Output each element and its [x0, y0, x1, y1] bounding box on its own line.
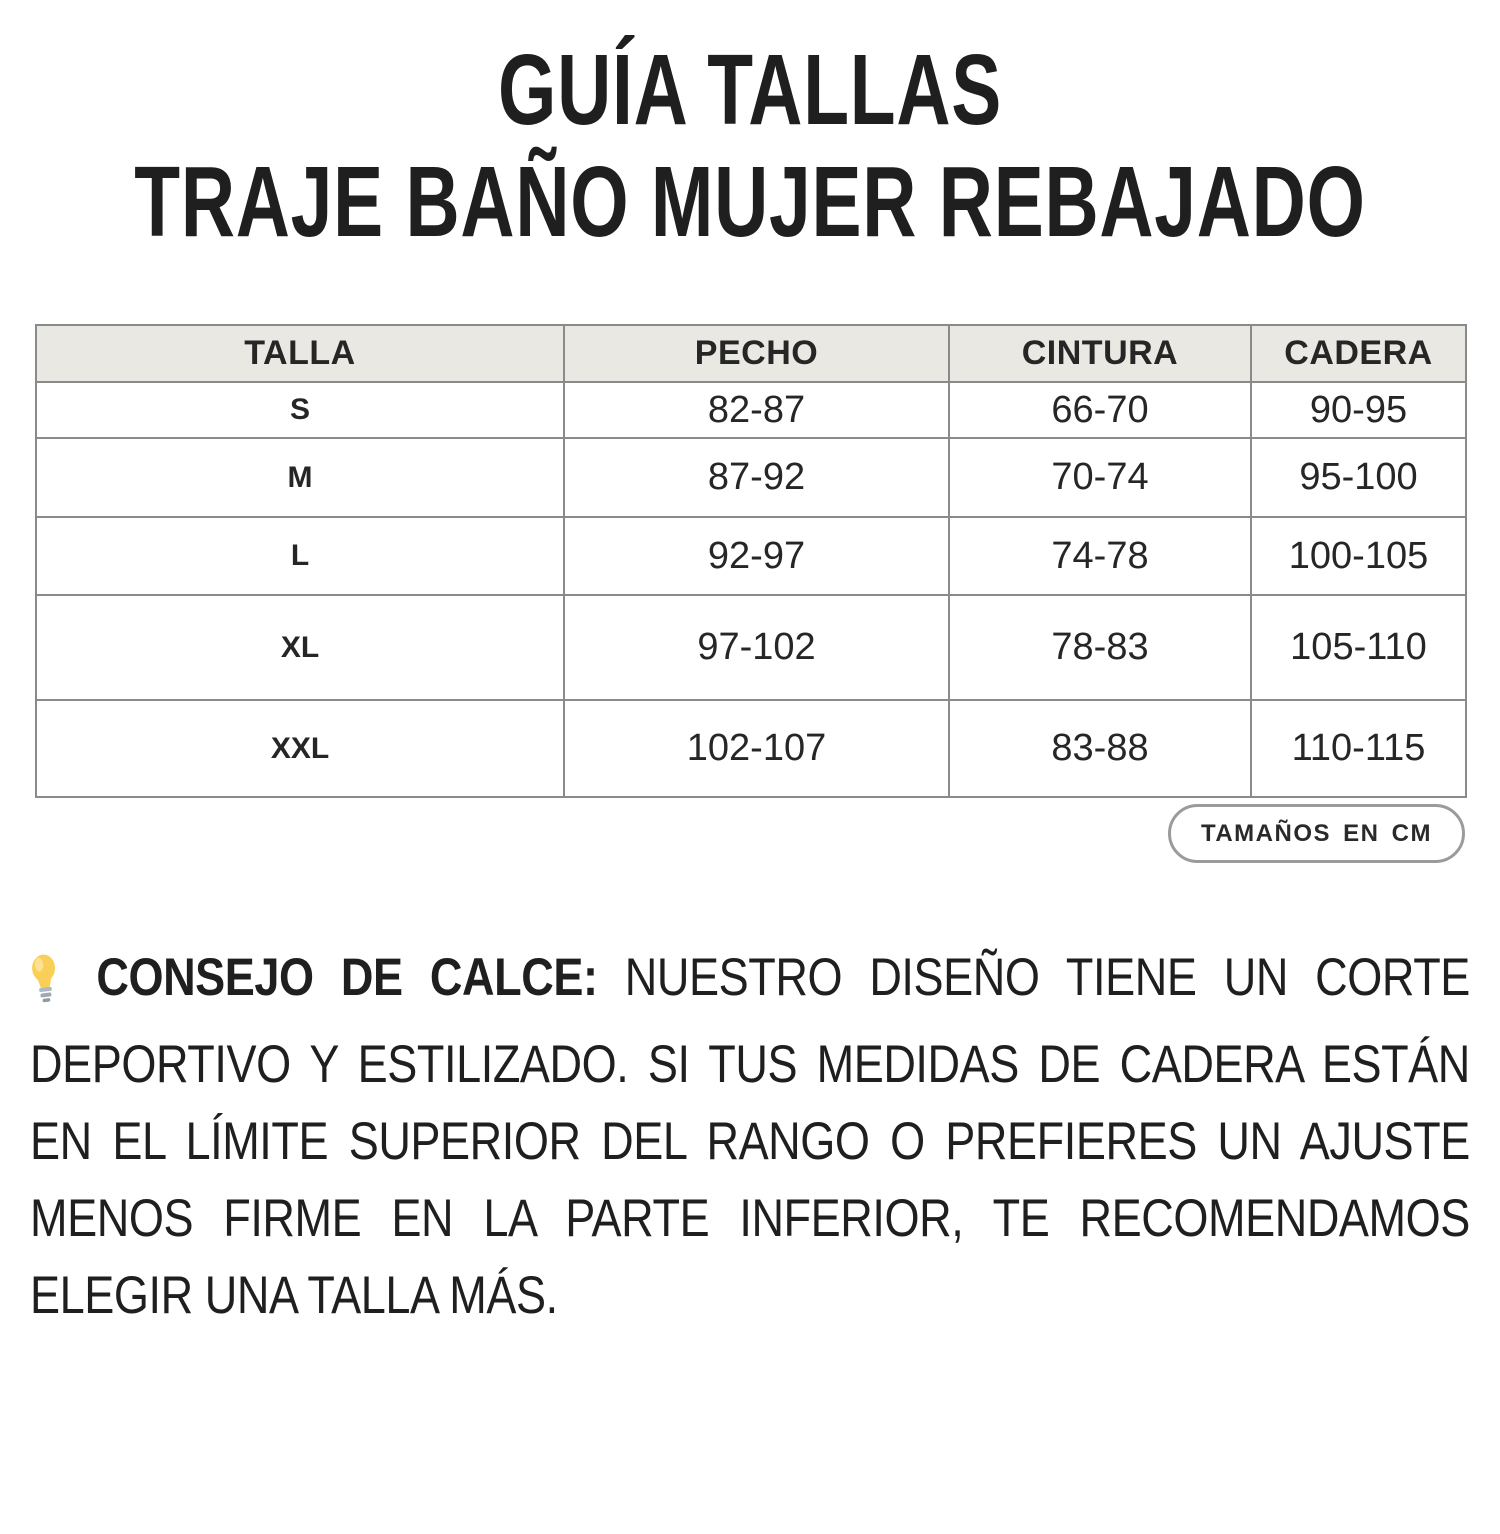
fit-advice-line: EN EL LÍMITE SUPERIOR DEL RANGO O PREFIE… — [30, 1112, 1470, 1171]
fit-advice-heading: CONSEJO DE CALCE: — [96, 948, 598, 1007]
pecho-value: 102-107 — [563, 699, 950, 798]
cadera-value: 100-105 — [1250, 516, 1467, 596]
cadera-value: 90-95 — [1250, 381, 1467, 439]
pecho-value: 97-102 — [563, 594, 950, 701]
table-row-xxl: XXL 102-107 83-88 110-115 — [35, 699, 1467, 798]
size-label: M — [35, 437, 565, 518]
table-row-s: S 82-87 66-70 90-95 — [35, 381, 1467, 439]
badge-row: TAMAÑOS EN CM — [35, 804, 1465, 863]
cadera-value: 95-100 — [1250, 437, 1467, 518]
size-label: XXL — [35, 699, 565, 798]
column-header-talla: TALLA — [35, 324, 565, 383]
size-label: S — [35, 381, 565, 439]
fit-advice-line: DEPORTIVO Y ESTILIZADO. SI TUS MEDIDAS D… — [30, 1035, 1470, 1094]
units-badge-label: TAMAÑOS EN CM — [1200, 819, 1432, 847]
table-row-xl: XL 97-102 78-83 105-110 — [35, 594, 1467, 701]
title-line-2: TRAJE BAÑO MUJER REBAJADO — [134, 146, 1366, 258]
cintura-value: 66-70 — [948, 381, 1252, 439]
size-label: L — [35, 516, 565, 596]
size-chart-table: TALLA PECHO CINTURA CADERA S 82-87 66-70… — [35, 324, 1467, 798]
pecho-value: 82-87 — [563, 381, 950, 439]
fit-advice-line: ELEGIR UNA TALLA MÁS. — [30, 1266, 558, 1325]
fit-advice-line: CONSEJO DE CALCE: NUESTRO DISEÑO TIENE U… — [30, 939, 1470, 1026]
title-line-1: GUÍA TALLAS — [497, 34, 1003, 146]
column-header-pecho: PECHO — [563, 324, 950, 383]
units-badge: TAMAÑOS EN CM — [1167, 804, 1465, 863]
pecho-value: 92-97 — [563, 516, 950, 596]
fit-advice-line: MENOS FIRME EN LA PARTE INFERIOR, TE REC… — [30, 1189, 1470, 1248]
lightbulb-icon — [27, 947, 64, 1027]
cintura-value: 78-83 — [948, 594, 1252, 701]
size-guide-title: GUÍA TALLAS TRAJE BAÑO MUJER REBAJADO — [0, 34, 1500, 258]
column-header-cintura: CINTURA — [948, 324, 1252, 383]
cintura-value: 83-88 — [948, 699, 1252, 798]
fit-advice-text: NUESTRO DISEÑO TIENE UN CORTE — [624, 948, 1471, 1007]
cintura-value: 74-78 — [948, 516, 1252, 596]
table-row-m: M 87-92 70-74 95-100 — [35, 437, 1467, 518]
pecho-value: 87-92 — [563, 437, 950, 518]
table-row-l: L 92-97 74-78 100-105 — [35, 516, 1467, 596]
cintura-value: 70-74 — [948, 437, 1252, 518]
size-label: XL — [35, 594, 565, 701]
cadera-value: 110-115 — [1250, 699, 1467, 798]
fit-advice: CONSEJO DE CALCE: NUESTRO DISEÑO TIENE U… — [30, 939, 1470, 1334]
column-header-cadera: CADERA — [1250, 324, 1467, 383]
cadera-value: 105-110 — [1250, 594, 1467, 701]
header-row: TALLA PECHO CINTURA CADERA — [35, 324, 1467, 383]
